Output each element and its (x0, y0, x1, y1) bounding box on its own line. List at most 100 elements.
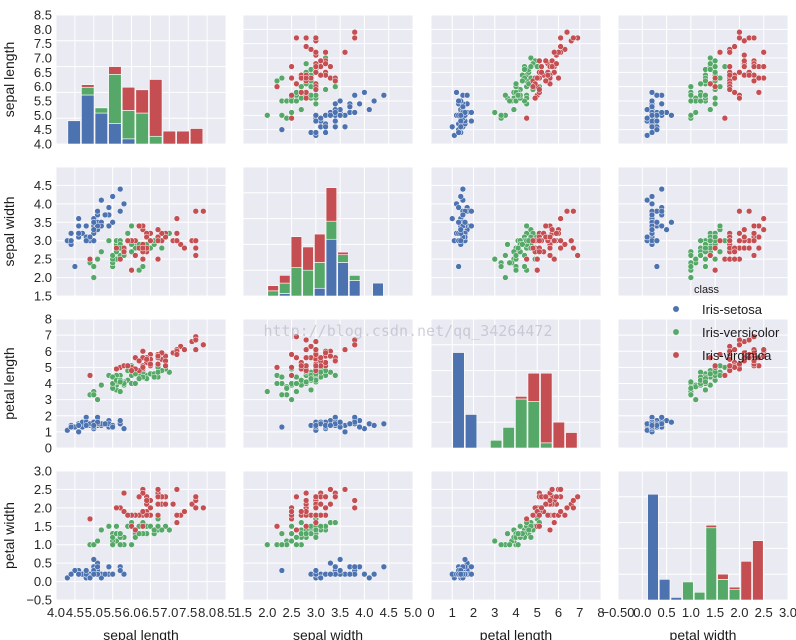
x-tick-label: 0.0 (633, 605, 651, 620)
scatter-point-iris-versicolor (692, 396, 699, 403)
scatter-point-iris-virginica (726, 86, 733, 93)
scatter-point-iris-virginica (711, 83, 719, 90)
scatter-point-iris-versicolor (521, 263, 528, 270)
scatter-point-iris-virginica (542, 77, 549, 85)
scatter-point-iris-setosa (327, 571, 334, 578)
y-tick-label: 3.0 (34, 464, 52, 479)
scatter-point-iris-virginica (288, 115, 295, 122)
scatter-point-iris-versicolor (312, 534, 320, 541)
hist-bar-iris-setosa (464, 414, 478, 449)
scatter-point-iris-versicolor (491, 255, 498, 263)
scatter-point-iris-virginica (288, 508, 295, 515)
legend-marker-iris-versicolor (672, 328, 680, 336)
scatter-point-iris-virginica (523, 255, 530, 263)
scatter-point-iris-virginica (726, 237, 733, 244)
scatter-point-iris-virginica (188, 501, 196, 508)
scatter-point-iris-virginica (548, 486, 556, 493)
panel-sepal-width-vs-petal-length (430, 166, 602, 297)
scatter-point-iris-virginica (551, 237, 558, 244)
hist-bar-iris-setosa (349, 280, 361, 297)
scatter-point-iris-virginica (143, 497, 150, 504)
x-tick-label: 7.5 (179, 605, 197, 620)
scatter-point-iris-versicolor (702, 378, 709, 386)
scatter-point-iris-setosa (101, 211, 109, 219)
scatter-point-iris-virginica (302, 74, 310, 82)
scatter-point-iris-virginica (322, 60, 329, 67)
scatter-point-iris-virginica (312, 512, 320, 519)
scatter-point-iris-setosa (370, 571, 378, 578)
hist-bar-iris-virginica (81, 84, 95, 88)
scatter-point-iris-versicolor (98, 248, 105, 255)
hist-bar-iris-virginica (565, 432, 578, 449)
scatter-point-iris-virginica (726, 72, 733, 79)
scatter-point-iris-setosa (648, 112, 656, 119)
panel-petal-width-vs-petal-length (430, 470, 602, 601)
scatter-point-iris-virginica (351, 341, 358, 348)
scatter-point-iris-setosa (658, 100, 665, 108)
scatter-point-iris-virginica (750, 63, 758, 70)
scatter-point-iris-versicolor (162, 523, 169, 530)
scatter-point-iris-virginica (741, 37, 748, 44)
scatter-point-iris-virginica (711, 362, 719, 369)
hist-bar-iris-virginica (121, 86, 136, 111)
x-tick-label: 8.0 (198, 605, 216, 620)
scatter-point-iris-versicolor (109, 534, 116, 541)
scatter-point-iris-versicolor (332, 519, 339, 526)
scatter-point-iris-setosa (322, 129, 329, 136)
scatter-point-iris-virginica (147, 361, 154, 368)
scatter-point-iris-versicolor (497, 112, 505, 119)
scatter-point-iris-virginica (529, 512, 537, 519)
scatter-point-iris-virginica (570, 244, 577, 252)
scatter-point-iris-virginica (551, 519, 558, 526)
scatter-point-iris-setosa (90, 219, 97, 226)
scatter-point-iris-virginica (529, 83, 537, 90)
scatter-point-iris-virginica (293, 80, 300, 87)
hist-bar-iris-virginica (314, 233, 326, 263)
scatter-point-iris-virginica (154, 255, 162, 263)
scatter-point-iris-versicolor (697, 80, 704, 87)
scatter-point-iris-versicolor (504, 530, 511, 537)
scatter-point-iris-virginica (551, 49, 558, 56)
scatter-point-iris-virginica (302, 489, 310, 497)
hist-bar-iris-versicolor (135, 112, 149, 145)
scatter-point-iris-setosa (75, 230, 82, 237)
hist-bar-iris-setosa (658, 579, 671, 601)
scatter-point-iris-versicolor (514, 530, 522, 537)
scatter-point-iris-setosa (90, 556, 97, 563)
scatter-point-iris-virginica (563, 504, 571, 512)
y-tick-label: 8 (45, 312, 52, 327)
scatter-point-iris-virginica (143, 512, 150, 519)
scatter-point-iris-versicolor (98, 381, 105, 389)
scatter-point-iris-setosa (332, 123, 339, 130)
scatter-point-iris-setosa (346, 571, 354, 578)
panel-background (618, 167, 788, 296)
scatter-point-iris-versicolor (264, 112, 271, 119)
scatter-point-iris-setosa (455, 129, 462, 136)
hist-bar-iris-setosa (81, 94, 95, 145)
scatter-point-iris-virginica (312, 49, 320, 56)
scatter-point-iris-setosa (643, 115, 651, 122)
scatter-point-iris-versicolor (497, 541, 505, 548)
y-tick-label: 5 (45, 360, 52, 375)
scatter-point-iris-versicolor (519, 241, 526, 248)
scatter-point-iris-versicolor (491, 109, 498, 116)
scatter-point-iris-virginica (736, 29, 743, 36)
scatter-point-iris-virginica (312, 34, 320, 42)
scatter-point-iris-virginica (181, 244, 188, 252)
scatter-point-iris-virginica (192, 237, 199, 244)
scatter-point-iris-versicolor (491, 537, 498, 545)
scatter-point-iris-virginica (341, 346, 349, 353)
scatter-point-iris-virginica (726, 49, 733, 56)
scatter-point-iris-versicolor (512, 252, 520, 259)
scatter-point-iris-virginica (327, 486, 334, 493)
scatter-point-iris-versicolor (105, 523, 113, 530)
scatter-point-iris-virginica (293, 333, 300, 340)
scatter-point-iris-setosa (317, 115, 324, 122)
scatter-point-iris-setosa (117, 185, 124, 193)
scatter-point-iris-versicolor (525, 526, 532, 534)
scatter-point-iris-virginica (534, 255, 541, 263)
scatter-point-iris-setosa (459, 103, 467, 110)
scatter-point-iris-virginica (726, 362, 733, 369)
scatter-point-iris-setosa (463, 92, 471, 99)
scatter-point-iris-virginica (711, 244, 719, 252)
